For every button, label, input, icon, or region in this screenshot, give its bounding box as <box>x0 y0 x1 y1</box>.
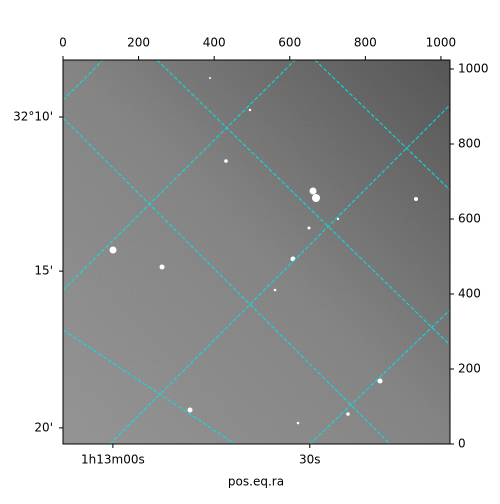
top-tick-label: 800 <box>354 36 377 50</box>
dec-tick-label: 15' <box>34 264 53 278</box>
right-tick-label: 200 <box>458 362 481 376</box>
right-tick-label: 600 <box>458 212 481 226</box>
ra-tick-label: 30s <box>299 453 321 467</box>
x-axis-label: pos.eq.ra <box>228 475 284 489</box>
top-tick-label: 600 <box>278 36 301 50</box>
right-tick-label: 400 <box>458 287 481 301</box>
top-tick-label: 200 <box>127 36 150 50</box>
right-tick-label: 1000 <box>458 62 489 76</box>
right-tick-label: 800 <box>458 137 481 151</box>
dec-tick-label: 32°10' <box>13 110 53 124</box>
coordinate-grid <box>62 59 451 445</box>
right-tick-label: 0 <box>458 437 466 451</box>
plot-frame <box>62 59 451 445</box>
dec-tick-label: 20' <box>34 420 53 434</box>
ra-tick-label: 1h13m00s <box>81 453 145 467</box>
top-tick-label: 0 <box>59 36 67 50</box>
sky-image <box>63 60 450 444</box>
top-tick-label: 1000 <box>426 36 457 50</box>
top-tick-label: 400 <box>203 36 226 50</box>
